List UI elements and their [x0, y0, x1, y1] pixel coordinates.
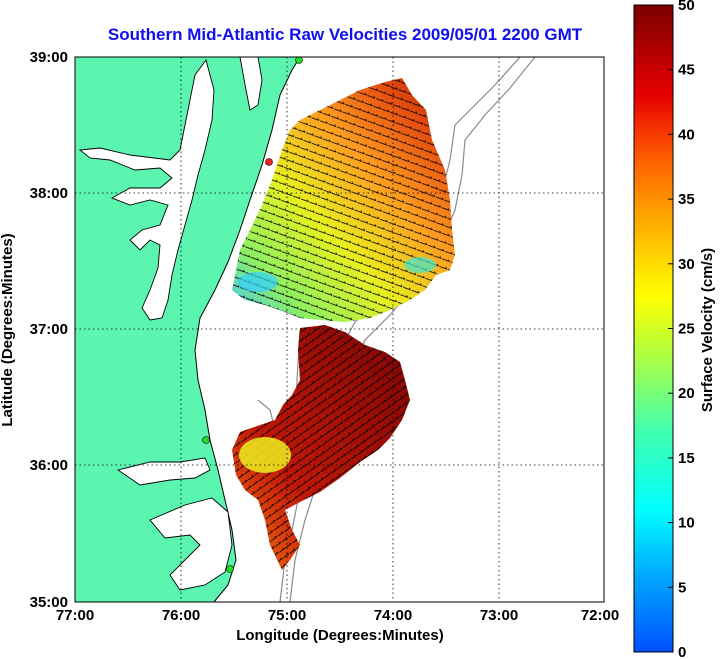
pamlico-sound — [149, 497, 233, 591]
slow-patch — [238, 272, 278, 292]
x-tick-label: 77:00 — [56, 607, 94, 624]
y-axis: 39:00 38:00 37:00 36:00 35:00 Latitude (… — [0, 49, 68, 611]
x-tick-label: 74:00 — [374, 607, 412, 624]
radar-station-marker — [226, 565, 234, 573]
colorbar-tick-label: 20 — [678, 385, 695, 402]
colorbar-tick-label: 0 — [678, 644, 686, 659]
colorbar-tick-label: 5 — [678, 579, 686, 596]
colorbar-tick-label: 30 — [678, 256, 695, 273]
x-tick-label: 75:00 — [268, 607, 306, 624]
albemarle-sound — [116, 457, 211, 486]
colorbar-tick-label: 50 — [678, 0, 695, 14]
colorbar-tick-label: 35 — [678, 191, 695, 208]
y-tick-label: 37:00 — [30, 321, 68, 338]
y-tick-label: 35:00 — [30, 594, 68, 611]
x-axis: 77:00 76:00 75:00 74:00 73:00 72:00 Long… — [56, 607, 619, 644]
radar-station-marker — [202, 436, 210, 444]
x-tick-label: 73:00 — [480, 607, 518, 624]
colorbar-tick-label: 45 — [678, 62, 695, 79]
colorbar: 0 5 10 15 20 25 30 35 40 45 50 Surface Velocity (c… — [633, 0, 716, 659]
y-tick-label: 39:00 — [30, 49, 68, 66]
x-tick-label: 76:00 — [162, 607, 200, 624]
x-tick-label: 72:00 — [581, 607, 619, 624]
colorbar-tick-label: 15 — [678, 450, 695, 467]
map-title: Southern Mid-Atlantic Raw Velocities 200… — [108, 25, 583, 44]
colorbar-label: Surface Velocity (cm/s) — [699, 248, 716, 412]
colorbar-tick-label: 40 — [678, 126, 695, 143]
delaware-bay — [239, 57, 263, 111]
radar-station-marker — [265, 158, 273, 166]
plot-area — [74, 56, 605, 603]
y-tick-label: 38:00 — [30, 185, 68, 202]
colorbar-gradient — [633, 4, 674, 653]
colorbar-tick-label: 25 — [678, 321, 695, 338]
x-axis-label: Longitude (Degrees:Minutes) — [236, 627, 444, 644]
velocity-arrows-north — [232, 78, 455, 322]
y-axis-label: Latitude (Degrees:Minutes) — [0, 233, 16, 426]
velocity-arrows-south — [232, 325, 410, 570]
plot-frame — [74, 56, 605, 603]
radar-station-marker — [295, 57, 303, 64]
colorbar-tick-label: 10 — [678, 515, 695, 532]
slow-patch — [404, 257, 436, 273]
chesapeake-bay — [78, 58, 215, 321]
slow-patch — [239, 437, 291, 473]
y-tick-label: 36:00 — [30, 457, 68, 474]
grid-lines — [75, 57, 604, 602]
